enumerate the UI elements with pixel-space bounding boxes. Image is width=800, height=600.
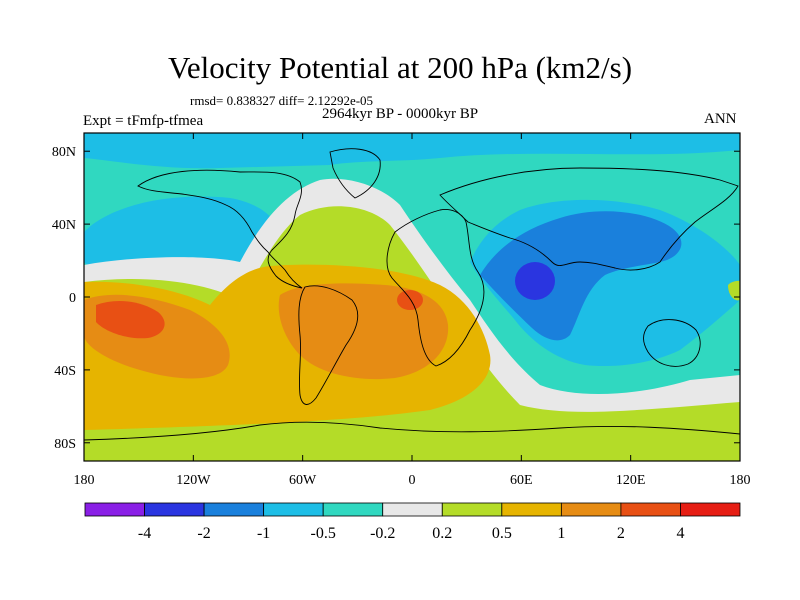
lon-tick-label: 60E (510, 473, 533, 488)
colorbar-swatch (501, 502, 562, 517)
lon-axis: 180 120W 60W 0 60E 120E 180 (74, 133, 751, 488)
east-edge-patch (728, 280, 740, 301)
colorbar-label: 0.5 (492, 525, 512, 542)
colorbar-swatch (560, 502, 622, 517)
stats-line: rmsd= 0.838327 diff= 2.12292e-05 (190, 93, 374, 108)
colorbar-label: 4 (676, 525, 684, 542)
period-label: 2964kyr BP - 0000kyr BP (322, 106, 479, 122)
asia-coast (439, 167, 739, 271)
colorbar-label: 1 (557, 525, 565, 542)
north-polar-band (84, 133, 740, 169)
lat-tick-label: 40S (54, 364, 76, 379)
colorbar-swatch (263, 502, 324, 517)
colorbar-swatch (322, 502, 384, 517)
colorbar-swatch (441, 502, 503, 517)
colorbar: -4 -2 -1 -0.5 -0.2 0.2 0.5 1 2 4 (84, 502, 741, 542)
lat-tick-label: 80S (54, 437, 76, 452)
colorbar-label: -2 (197, 525, 210, 542)
colorbar-swatch (203, 502, 265, 517)
colorbar-label: 2 (617, 525, 625, 542)
indian-ocean-negative (480, 211, 682, 341)
colorbar-swatch (680, 502, 741, 517)
greenland-coast (329, 148, 381, 199)
antarctica-coast (84, 421, 740, 441)
pacific-positive-core (96, 300, 165, 339)
lon-tick-label: 180 (74, 473, 95, 488)
lat-axis: 80N 40N 0 40S 80S (52, 145, 740, 452)
lon-tick-label: 120E (616, 473, 646, 488)
contour-fill (84, 133, 740, 461)
lat-tick-label: 40N (52, 218, 76, 233)
colorbar-label: 0.2 (432, 525, 452, 542)
colorbar-swatch (620, 502, 681, 517)
colorbar-label: -0.2 (370, 525, 395, 542)
lon-tick-label: 120W (176, 473, 211, 488)
colorbar-label: -1 (257, 525, 270, 542)
lat-tick-label: 0 (69, 291, 76, 306)
australia-coast (643, 319, 701, 367)
colorbar-swatch (84, 502, 145, 517)
lon-tick-label: 0 (409, 473, 416, 488)
colorbar-swatch (382, 502, 443, 517)
season-label: ANN (704, 111, 737, 127)
plot-title: Velocity Potential at 200 hPa (km2/s) (167, 50, 633, 85)
colorbar-label: -0.5 (311, 525, 336, 542)
coastlines (84, 148, 740, 441)
lon-tick-label: 180 (730, 473, 751, 488)
colorbar-swatch (144, 502, 205, 517)
north-america-coast (137, 169, 303, 289)
experiment-label: Expt = tFmfp-tfmea (83, 113, 204, 129)
lon-tick-label: 60W (289, 473, 317, 488)
colorbar-label: -4 (138, 525, 151, 542)
atlantic-positive-core (397, 290, 423, 310)
south-america-coast (298, 285, 359, 405)
africa-europe-coast (386, 209, 485, 367)
indian-ocean-core (515, 262, 555, 300)
lat-tick-label: 80N (52, 145, 76, 160)
